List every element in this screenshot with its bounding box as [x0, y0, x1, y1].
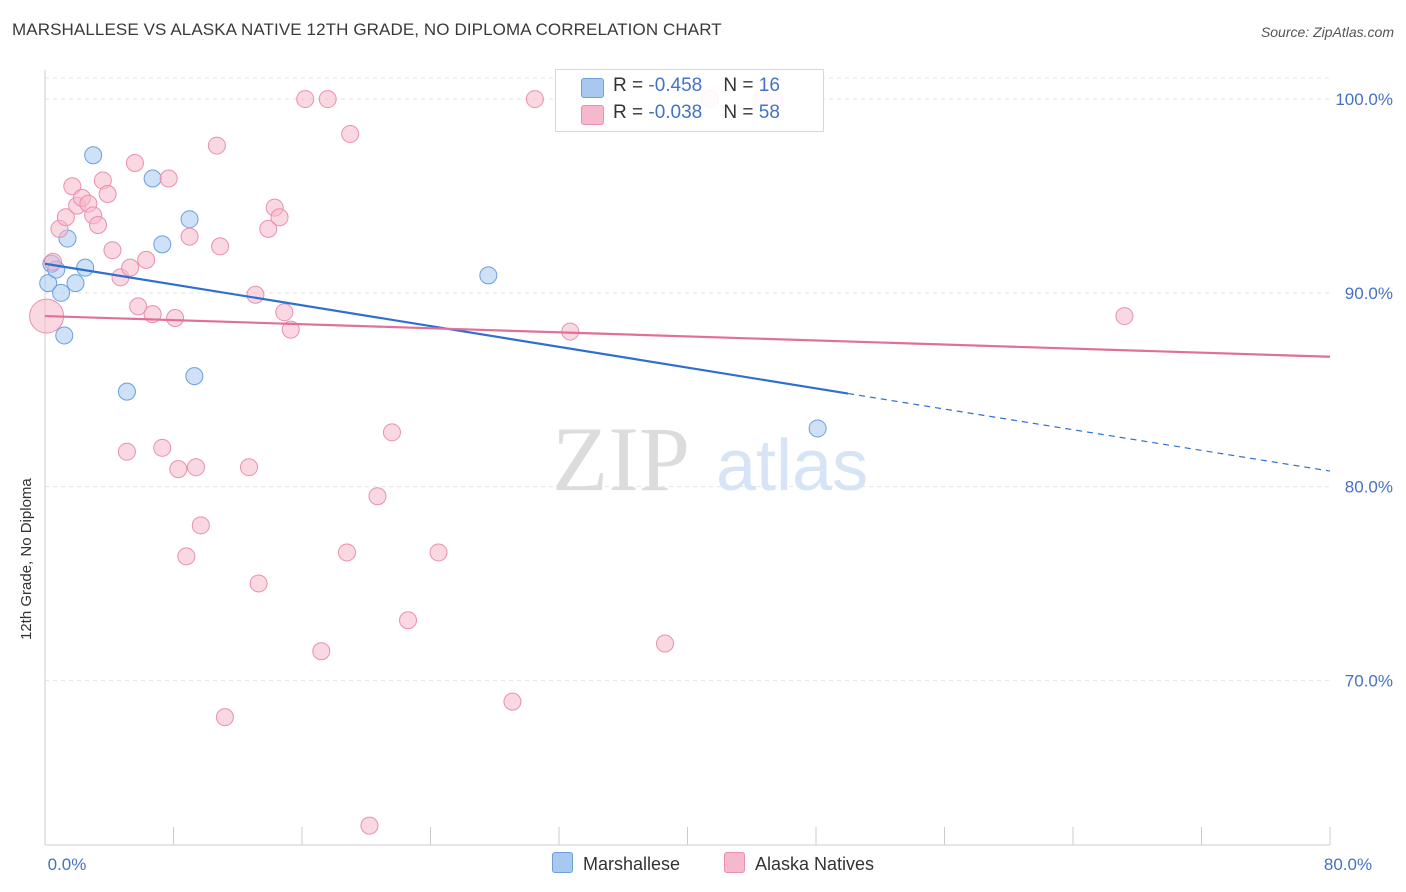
chart-title: MARSHALLESE VS ALASKA NATIVE 12TH GRADE,… — [12, 20, 722, 39]
alaska-natives-point — [318, 90, 337, 109]
marshallese-point — [180, 210, 199, 229]
alaska-natives-point — [129, 297, 148, 316]
alaska-natives-point — [191, 516, 210, 535]
marshallese-point — [55, 326, 74, 345]
alaska-natives-point — [341, 124, 360, 143]
n-label: N = — [723, 102, 759, 123]
x-tick-label: 80.0% — [1324, 855, 1372, 874]
marshallese-point — [52, 283, 71, 302]
marshallese-point — [808, 419, 827, 438]
watermark-atlas: atlas — [716, 426, 868, 506]
alaska-natives-point — [246, 285, 265, 304]
r-value: -0.458 — [648, 75, 703, 96]
alaska-natives-point — [137, 250, 156, 269]
alaska-natives-point — [1115, 307, 1134, 326]
alaska-natives-point — [296, 90, 315, 109]
alaska-natives-point — [503, 692, 522, 711]
legend-label: Marshallese — [583, 854, 681, 874]
marshallese-point — [117, 382, 136, 401]
y-tick-label: 70.0% — [1345, 671, 1393, 690]
watermark-zip: ZIP — [552, 408, 690, 510]
r-value: -0.038 — [648, 102, 703, 123]
alaska-natives-point — [429, 543, 448, 562]
stats-legend: R = -0.458 N = 16 R = -0.038 N = 58 — [555, 69, 824, 132]
n-label: N = — [723, 75, 759, 96]
axes — [44, 70, 1331, 846]
grid-lines — [45, 77, 1330, 681]
alaska-natives-point — [239, 458, 258, 477]
alaska-natives-point — [125, 154, 144, 172]
alaska-natives-point — [215, 708, 234, 727]
alaska-natives-point — [159, 169, 178, 188]
r-label: R = — [613, 102, 649, 123]
marshallese-point — [39, 274, 58, 293]
alaska-natives-point — [180, 227, 199, 246]
marshallese-point — [479, 266, 498, 285]
marshallese-point — [76, 258, 95, 277]
alaska-natives-trend-line — [44, 314, 1331, 358]
marshallese-point — [153, 235, 172, 254]
alaska-natives-point — [656, 634, 675, 653]
tick-labels: 100.0% 90.0% 80.0% 70.0% 0.0% 80.0% — [48, 90, 1393, 874]
y-tick-label: 90.0% — [1345, 284, 1393, 303]
marshallese-swatch — [552, 852, 573, 873]
legend-item-marshallese: Marshallese — [552, 852, 680, 875]
marshallese-point — [143, 169, 162, 188]
alaska-natives-point — [337, 543, 356, 562]
alaska-natives-point — [166, 309, 185, 327]
alaska-natives-point — [207, 136, 226, 155]
alaska-natives-point — [121, 258, 140, 277]
alaska-natives-point — [56, 208, 75, 227]
alaska-natives-point — [525, 90, 544, 109]
alaska-natives-point — [281, 320, 300, 339]
alaska-natives-swatch — [724, 852, 745, 873]
y-tick-label: 80.0% — [1345, 478, 1393, 497]
n-value: 58 — [758, 102, 780, 123]
alaska-natives-point — [270, 208, 289, 227]
alaska-natives-point — [360, 816, 379, 835]
legend-item-alaska-natives: Alaska Natives — [724, 852, 874, 875]
marshallese-point — [185, 367, 204, 386]
alaska-natives-point — [399, 611, 418, 630]
marshallese-point — [66, 274, 85, 293]
x-tick-label: 0.0% — [48, 855, 87, 874]
alaska-natives-point — [312, 642, 331, 661]
alaska-natives-point — [153, 438, 172, 457]
alaska-natives-point — [103, 241, 122, 260]
alaska-natives-point — [186, 458, 205, 477]
trend-lines — [44, 262, 1331, 472]
alaska-natives-point — [177, 547, 196, 566]
alaska-natives-point — [44, 252, 63, 271]
source-label: Source: ZipAtlas.com — [1260, 24, 1394, 40]
alaska-natives-point — [98, 185, 117, 203]
alaska-natives-swatch — [581, 105, 604, 125]
r-label: R = — [613, 75, 649, 96]
alaska-natives-point — [275, 303, 294, 322]
alaska-natives-point — [63, 177, 82, 196]
alaska-natives-point — [249, 574, 268, 593]
y-tick-label: 100.0% — [1335, 90, 1393, 109]
marshallese-point — [84, 146, 103, 165]
legend-label: Alaska Natives — [755, 854, 875, 874]
alaska-natives-point — [169, 460, 188, 479]
n-value: 16 — [758, 75, 780, 96]
alaska-natives-point — [382, 423, 401, 442]
alaska-natives-point — [368, 487, 387, 506]
alaska-natives-point — [211, 237, 230, 256]
marshallese-swatch — [581, 78, 604, 98]
alaska-natives-point — [89, 216, 108, 234]
watermark: ZIP atlas — [552, 408, 868, 510]
alaska-natives-point — [117, 442, 136, 461]
alaska-natives-point — [259, 219, 278, 238]
data-points — [29, 90, 1134, 835]
marshallese-trend-extension — [848, 392, 1331, 472]
